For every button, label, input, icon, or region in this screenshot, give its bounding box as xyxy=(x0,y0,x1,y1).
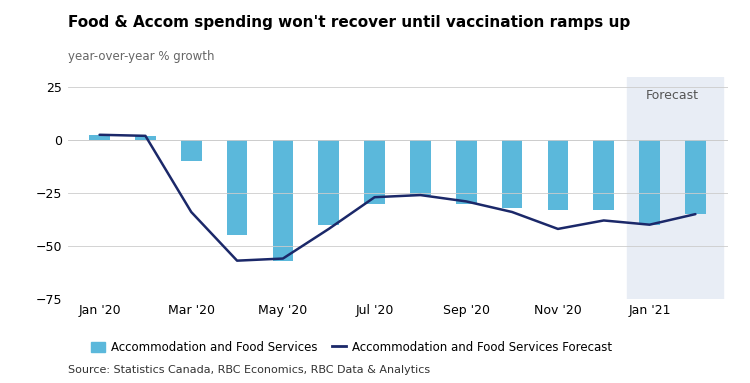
Bar xyxy=(593,140,614,210)
Bar xyxy=(627,77,723,299)
Text: Food & Accom spending won't recover until vaccination ramps up: Food & Accom spending won't recover unti… xyxy=(68,15,630,30)
Bar xyxy=(548,140,568,210)
Bar xyxy=(685,140,706,214)
Text: year-over-year % growth: year-over-year % growth xyxy=(68,50,214,63)
Bar xyxy=(135,136,156,140)
Bar xyxy=(502,140,523,208)
Bar xyxy=(319,140,339,225)
Bar xyxy=(226,140,248,235)
Bar xyxy=(456,140,476,203)
Bar xyxy=(639,140,660,225)
Legend: Accommodation and Food Services, Accommodation and Food Services Forecast: Accommodation and Food Services, Accommo… xyxy=(90,340,613,355)
Bar xyxy=(272,140,293,261)
Bar xyxy=(410,140,430,195)
Bar xyxy=(181,140,202,161)
Bar xyxy=(89,135,110,140)
Text: Source: Statistics Canada, RBC Economics, RBC Data & Analytics: Source: Statistics Canada, RBC Economics… xyxy=(68,365,430,375)
Text: Forecast: Forecast xyxy=(646,89,699,102)
Bar xyxy=(364,140,385,203)
